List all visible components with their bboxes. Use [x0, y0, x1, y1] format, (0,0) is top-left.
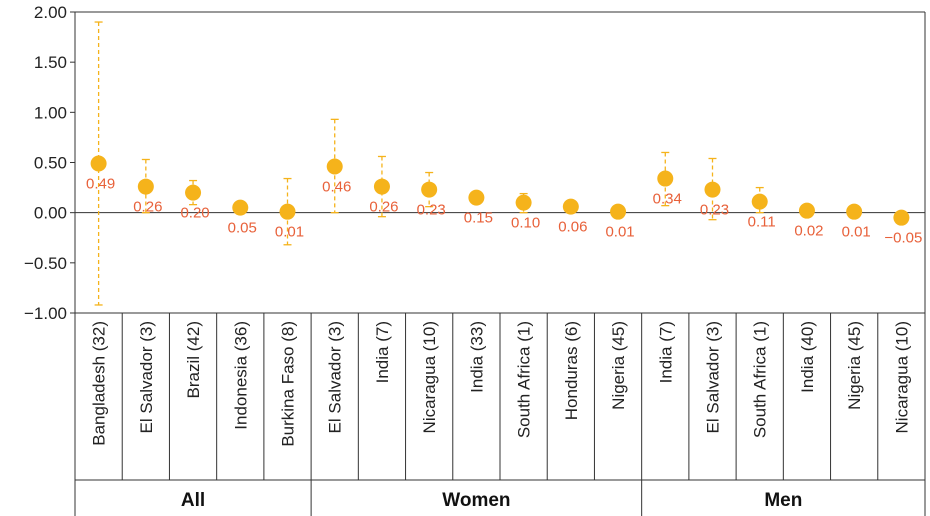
data-point	[185, 184, 202, 201]
data-point	[751, 193, 768, 210]
data-label: 0.46	[322, 179, 351, 196]
y-tick-label: 1.50	[34, 53, 67, 72]
category-label: India (33)	[467, 321, 486, 393]
data-label: 0.01	[605, 224, 634, 241]
data-label: 0.05	[228, 220, 257, 237]
category-label: Indonesia (36)	[231, 321, 250, 430]
y-tick-label: 1.00	[34, 103, 67, 122]
data-point	[610, 203, 627, 220]
data-label: 0.20	[180, 205, 209, 222]
category-label: Nicaragua (10)	[420, 321, 439, 433]
data-label: 0.10	[511, 215, 540, 232]
category-label: El Salvador (3)	[704, 321, 723, 433]
group-label: Men	[764, 490, 802, 511]
category-label: Brazil (42)	[184, 321, 203, 398]
data-point	[893, 209, 910, 226]
category-label: Burkina Faso (8)	[279, 321, 298, 447]
category-label: Nicaragua (10)	[892, 321, 911, 433]
category-label: South Africa (1)	[751, 321, 770, 438]
data-point	[468, 189, 485, 206]
data-label: −0.05	[884, 230, 922, 247]
error-bars-layer	[94, 21, 764, 306]
data-point	[137, 178, 154, 195]
data-label: 0.26	[369, 199, 398, 216]
axes-layer: 2.00 1.50 1.00 0.50 0.00 −0.50 −1.00 All Women Me…	[24, 3, 926, 516]
y-tick-label: 0.00	[34, 204, 67, 223]
data-label: 0.26	[133, 199, 162, 216]
data-point	[279, 203, 296, 220]
labels-layer: 0.49 0.26 0.20 0.05 0.01 0.46 0.26 0.23 0.15 0.10…	[86, 176, 922, 247]
category-label: India (7)	[373, 321, 392, 383]
data-label: 0.49	[86, 176, 115, 193]
data-label: 0.15	[464, 210, 493, 227]
data-point	[326, 158, 343, 175]
y-tick-label: −0.50	[24, 254, 67, 273]
category-label: India (40)	[798, 321, 817, 393]
category-label: Nigeria (45)	[609, 321, 628, 410]
category-label: El Salvador (3)	[137, 321, 156, 433]
data-point	[798, 202, 815, 219]
category-label: Nigeria (45)	[845, 321, 864, 410]
data-point	[232, 199, 249, 216]
data-point	[515, 194, 532, 211]
data-label: 0.23	[417, 202, 446, 219]
group-label: Women	[442, 490, 510, 511]
category-label: El Salvador (3)	[326, 321, 345, 433]
category-label: Honduras (6)	[562, 321, 581, 420]
y-tick-label: 2.00	[34, 3, 67, 22]
data-point	[421, 181, 438, 198]
category-label: India (7)	[656, 321, 675, 383]
data-label: 0.23	[700, 202, 729, 219]
data-point	[562, 198, 579, 215]
data-label: 0.06	[558, 219, 587, 236]
data-label: 0.34	[653, 191, 682, 208]
y-tick-label: 0.50	[34, 154, 67, 173]
y-tick-label: −1.00	[24, 304, 67, 323]
data-label: 0.02	[794, 223, 823, 240]
points-layer	[90, 155, 910, 226]
data-label: 0.11	[748, 214, 776, 231]
data-point	[90, 155, 107, 172]
data-label: 0.01	[842, 224, 871, 241]
data-point	[657, 170, 674, 187]
category-label: South Africa (1)	[515, 321, 534, 438]
data-label: 0.01	[275, 224, 304, 241]
data-point	[373, 178, 390, 195]
group-label: All	[181, 490, 205, 511]
data-point	[704, 181, 721, 198]
category-label: Bangladesh (32)	[90, 321, 109, 446]
data-point	[846, 203, 863, 220]
